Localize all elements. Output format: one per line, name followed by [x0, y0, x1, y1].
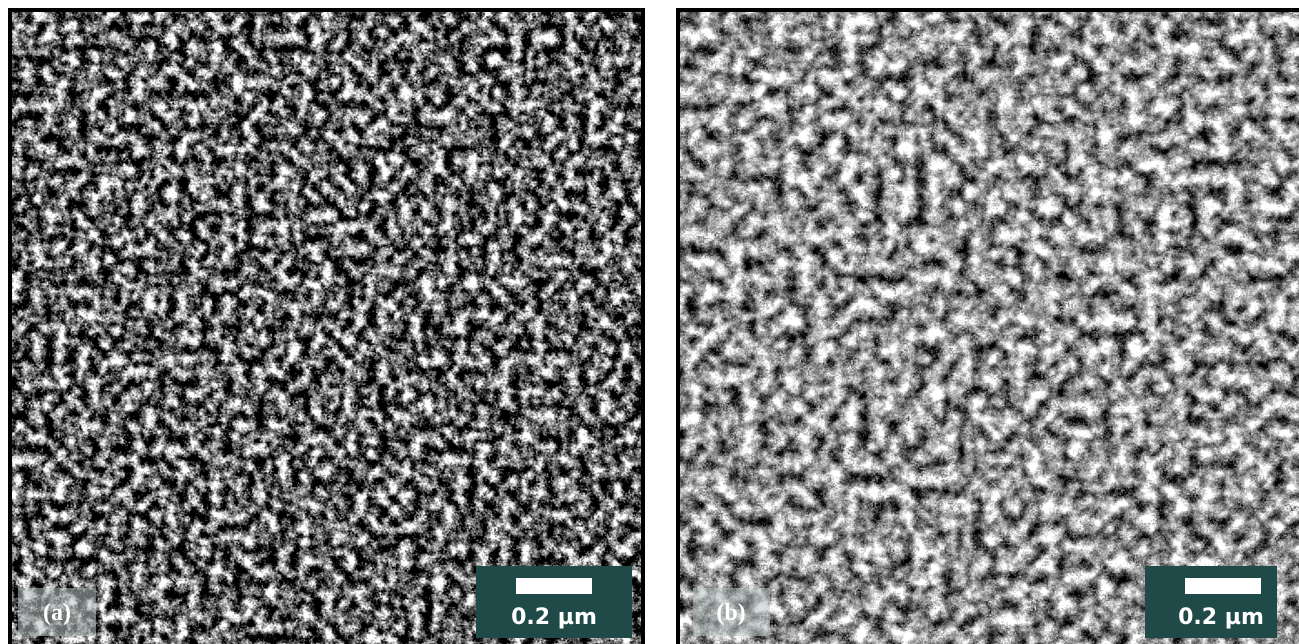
micrograph [678, 10, 1299, 644]
scale-bar [1185, 578, 1261, 594]
scale-bar-label: 0.2 µm [1178, 605, 1264, 630]
figure: (a) 0.2 µm (b) 0.2 µm [0, 0, 1299, 644]
scale-bar-label: 0.2 µm [511, 605, 597, 630]
panel-b: (b) 0.2 µm [678, 10, 1299, 644]
micrograph [10, 10, 643, 644]
panel-label: (a) [43, 600, 71, 626]
panel-label: (b) [716, 600, 745, 626]
page: (a) 0.2 µm (b) 0.2 µm (() => { const dat… [0, 0, 1299, 644]
panel-a: (a) 0.2 µm [10, 10, 643, 644]
scale-bar [516, 578, 592, 594]
